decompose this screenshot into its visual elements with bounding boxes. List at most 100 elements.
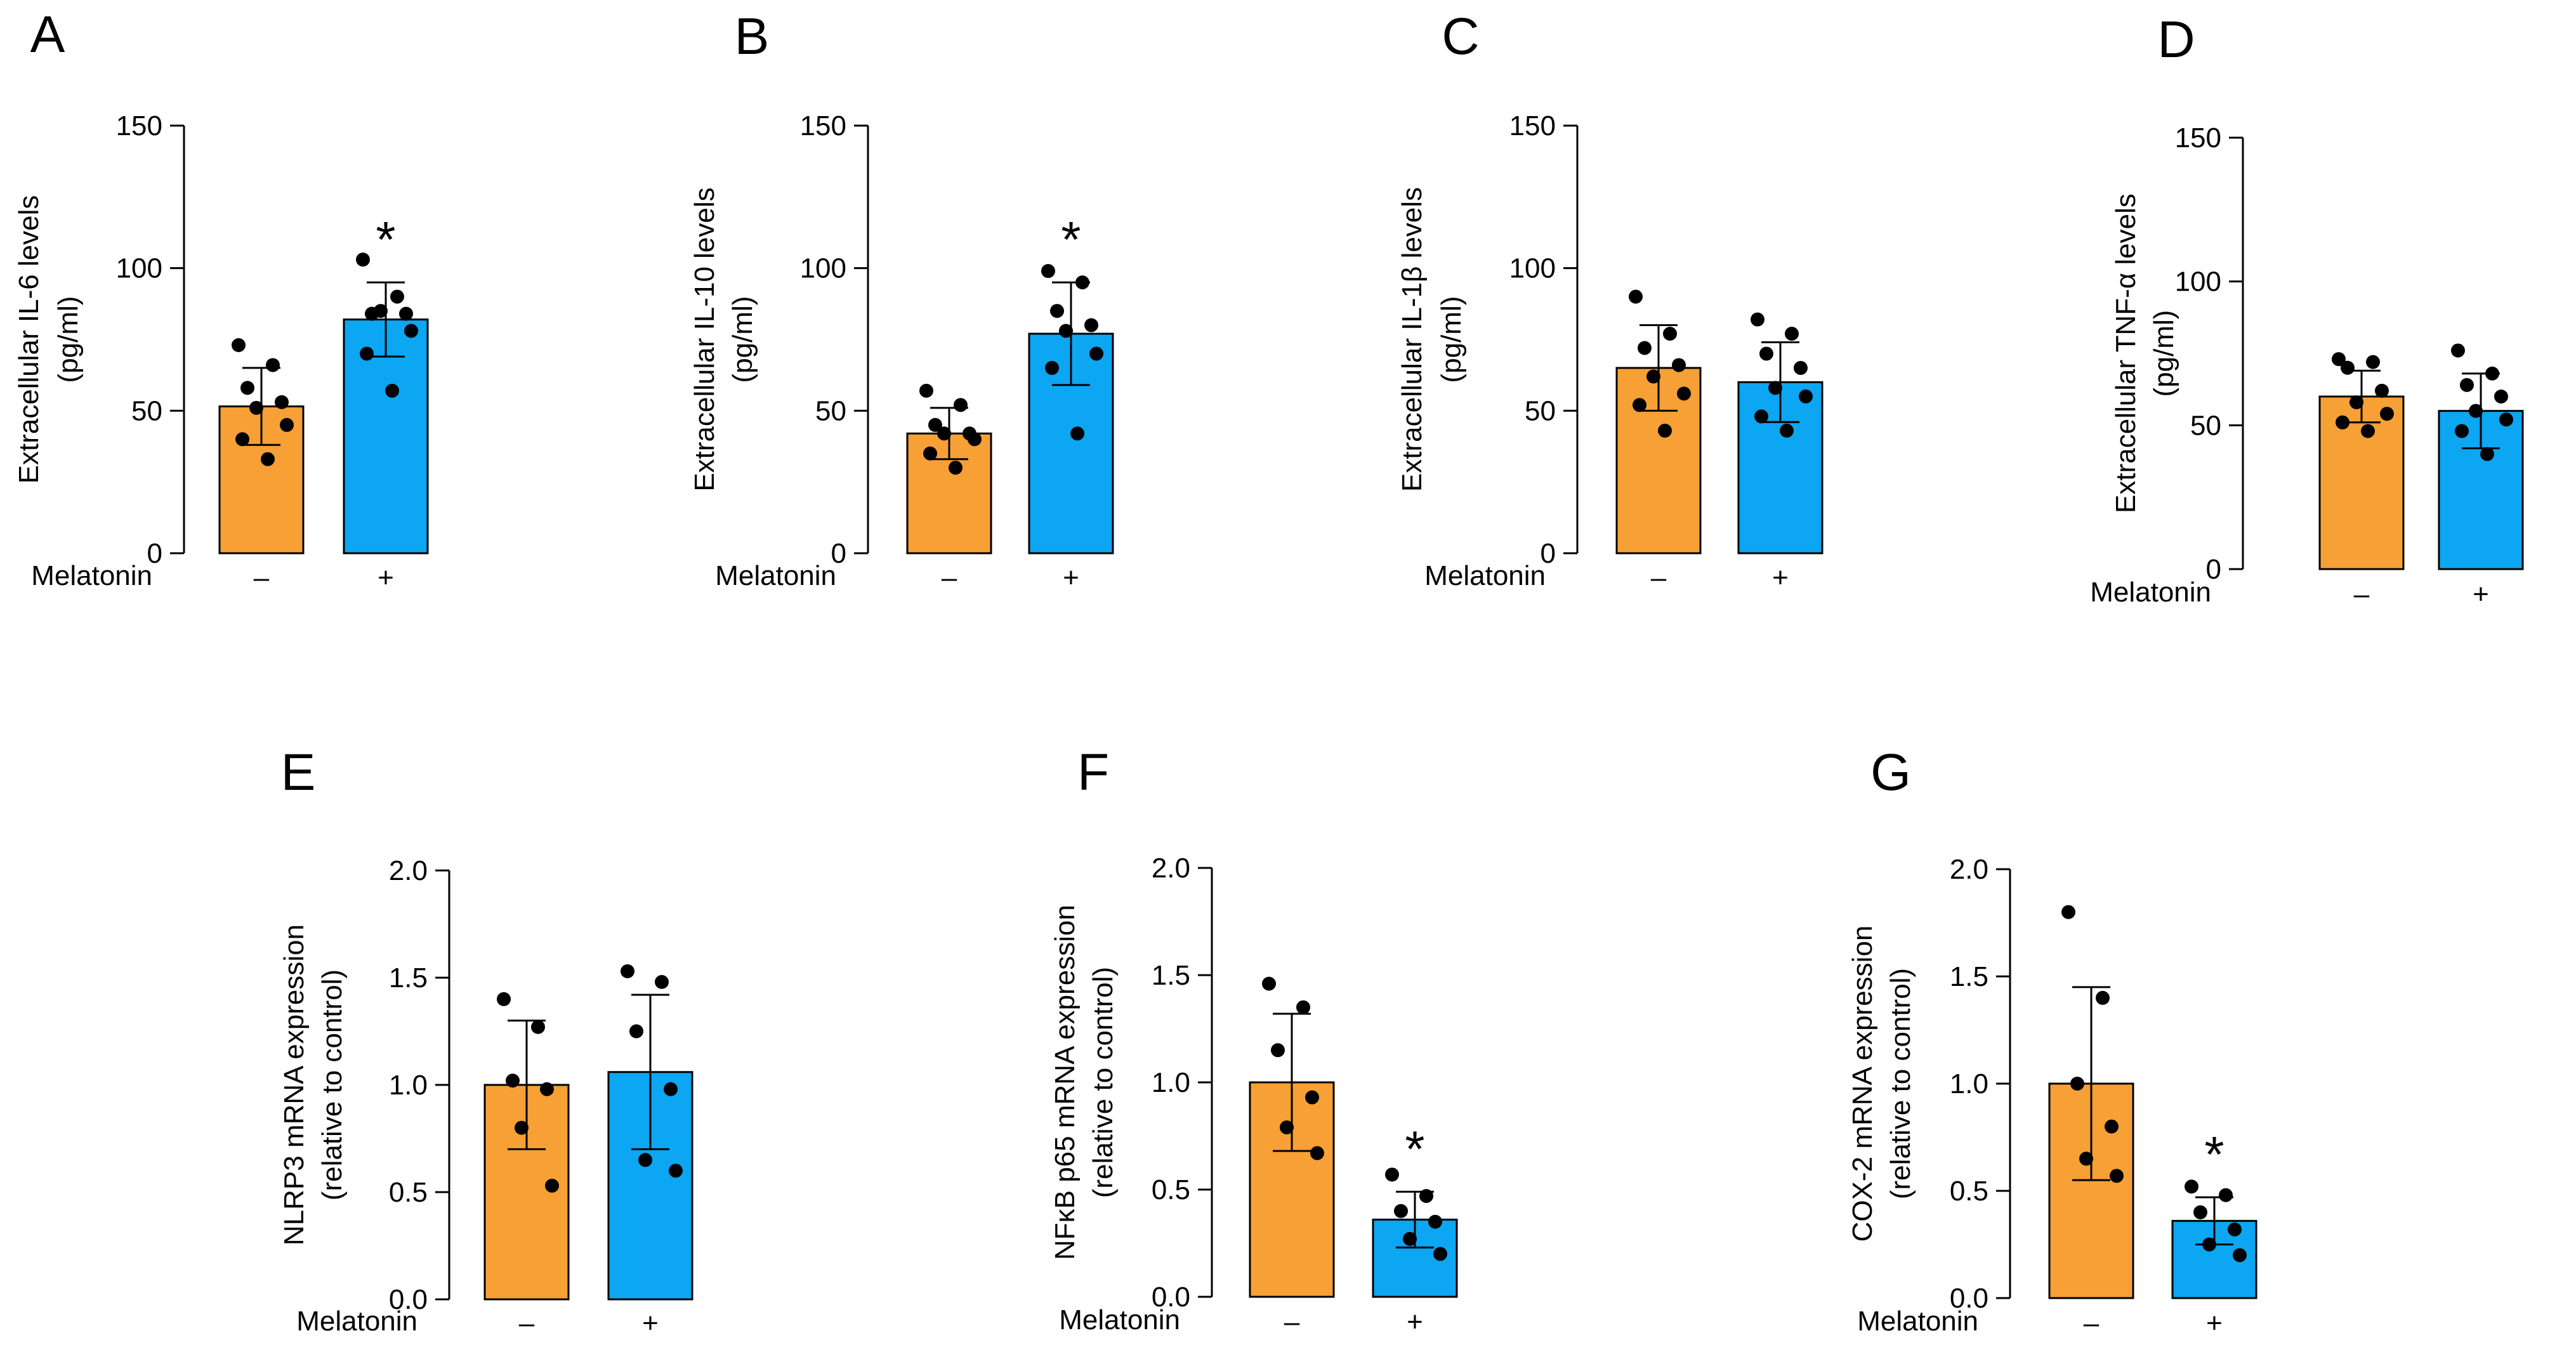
panel-c-data-point xyxy=(1633,398,1646,412)
panel-g-y-tick-label: 0.0 xyxy=(1950,1283,1988,1314)
panel-f-group-label: + xyxy=(1407,1306,1423,1337)
panel-b-data-point xyxy=(919,383,933,398)
panel-a-group-label: + xyxy=(378,562,394,593)
panel-b-data-point xyxy=(954,398,968,412)
panel-d-y-tick-label: 100 xyxy=(2175,266,2221,298)
panel-e-data-point xyxy=(545,1178,559,1193)
panel-b-data-point xyxy=(1089,346,1103,361)
panel-g-data-point xyxy=(2193,1205,2207,1219)
panel-e-y-tick-label: 0.5 xyxy=(389,1177,428,1208)
panel-g-data-point xyxy=(2233,1248,2247,1263)
panel-d-letter: D xyxy=(2157,11,2195,69)
panel-d-y-tick-label: 0 xyxy=(2206,554,2221,585)
panel-g-data-point xyxy=(2070,1077,2084,1091)
panel-f-y-tick-label: 0.0 xyxy=(1152,1282,1190,1313)
panel-f-data-point xyxy=(1280,1120,1294,1134)
panel-b-data-point xyxy=(1084,318,1098,332)
panel-e-data-point xyxy=(629,1024,643,1039)
panel-d-data-point xyxy=(2485,366,2499,381)
panel-f-y-axis-label: NFκB p65 mRNA expression xyxy=(1049,905,1081,1260)
panel-b-data-point xyxy=(1075,275,1089,290)
panel-g-data-point xyxy=(2061,905,2075,919)
panel-d-data-point xyxy=(2499,412,2513,427)
panel-a-y-axis-unit: (pg/ml) xyxy=(53,296,84,383)
panel-a-data-point xyxy=(385,383,399,398)
panel-c-data-point xyxy=(1646,369,1660,384)
panel-b-data-point xyxy=(1059,324,1073,338)
panel-e-group-label: – xyxy=(519,1308,535,1339)
panel-a-data-point xyxy=(399,306,413,321)
panel-f-y-axis-unit: (relative to control) xyxy=(1088,967,1119,1198)
panel-d: D 0 50 100 150 Extracellular TNF-α levels (pg/… xyxy=(2090,11,2524,610)
panel-f-data-point xyxy=(1433,1247,1447,1261)
panel-g-data-point xyxy=(2202,1237,2216,1252)
panel-c-data-point xyxy=(1672,358,1686,372)
panel-b-y-tick-label: 50 xyxy=(815,395,846,426)
panel-g-data-point xyxy=(2219,1188,2233,1202)
panel-c-y-tick-label: 150 xyxy=(1509,110,1556,141)
panel-f-data-point xyxy=(1310,1146,1324,1160)
panel-g-data-point xyxy=(2110,1169,2124,1183)
panel-c-x-label: Melatonin xyxy=(1424,560,1546,591)
panel-f-data-point xyxy=(1428,1214,1442,1229)
panel-a-data-point xyxy=(240,381,254,395)
panel-e-data-point xyxy=(497,992,511,1006)
panel-a-group-label: – xyxy=(254,562,270,593)
panel-g-y-tick-label: 0.5 xyxy=(1950,1176,1988,1207)
panel-d-data-point xyxy=(2451,343,2465,358)
panel-b-y-axis-unit: (pg/ml) xyxy=(727,296,758,383)
panel-a-y-tick-label: 150 xyxy=(116,110,162,141)
panel-e-data-point xyxy=(638,1153,652,1167)
panel-e-y-tick-label: 0.0 xyxy=(389,1284,428,1315)
panel-e-data-point xyxy=(655,975,669,989)
panel-d-data-point xyxy=(2469,404,2483,418)
panel-c-y-tick-label: 0 xyxy=(1541,538,1556,569)
panel-a-data-point xyxy=(374,304,388,318)
panel-c-y-tick-label: 100 xyxy=(1509,253,1556,284)
panel-d-x-label: Melatonin xyxy=(2090,577,2211,608)
panel-d-group-label: – xyxy=(2354,579,2370,610)
panel-c-data-point xyxy=(1759,346,1773,361)
panel-b-letter: B xyxy=(735,8,770,65)
panel-e-data-point xyxy=(669,1164,683,1178)
panel-e-data-point xyxy=(664,1082,678,1096)
panel-c-data-point xyxy=(1780,423,1794,438)
panel-e-data-point xyxy=(506,1073,520,1088)
panel-g-group-label: – xyxy=(2084,1308,2100,1339)
panel-b-data-point xyxy=(1050,304,1064,318)
panel-d-data-point xyxy=(2494,390,2508,404)
panel-c-data-point xyxy=(1658,423,1672,438)
panel-b-data-point xyxy=(923,446,937,461)
panel-e-data-point xyxy=(531,1020,545,1034)
panel-a-letter: A xyxy=(30,6,65,63)
panel-c-data-point xyxy=(1638,341,1652,355)
panel-c-group-label: + xyxy=(1772,562,1789,593)
panel-g-data-point xyxy=(2228,1222,2242,1237)
panel-c-y-tick-label: 50 xyxy=(1525,395,1556,426)
panel-d-y-axis-unit: (pg/ml) xyxy=(2148,310,2179,397)
panel-a-data-point xyxy=(360,346,374,361)
panel-b-data-point xyxy=(1070,426,1084,441)
panel-g-letter: G xyxy=(1870,744,1911,801)
panel-c-y-axis-unit: (pg/ml) xyxy=(1436,296,1467,383)
panel-b-significance-star: * xyxy=(1061,211,1081,268)
panel-c-data-point xyxy=(1794,360,1808,375)
panel-a-data-point xyxy=(266,358,280,372)
panel-d-data-point xyxy=(2455,424,2469,438)
panel-e-group-label: + xyxy=(642,1308,659,1339)
panel-f-data-point xyxy=(1394,1204,1408,1218)
panel-a-y-axis-label: Extracellular IL-6 levels xyxy=(13,195,44,484)
panel-d-data-point xyxy=(2460,377,2474,392)
panel-d-y-tick-label: 50 xyxy=(2190,410,2221,441)
panel-a-data-point xyxy=(249,400,263,415)
panel-f-group-label: – xyxy=(1284,1306,1300,1337)
panel-b-data-point xyxy=(1041,264,1055,279)
panel-g-y-tick-label: 2.0 xyxy=(1950,854,1988,885)
panel-e-y-axis-label: NLRP3 mRNA expression xyxy=(279,924,310,1245)
panel-b-x-label: Melatonin xyxy=(715,560,836,591)
panel-b-y-tick-label: 150 xyxy=(800,110,846,141)
panel-g-data-point xyxy=(2185,1179,2198,1194)
panel-f-data-point xyxy=(1262,976,1276,991)
panel-g-x-label: Melatonin xyxy=(1857,1306,1978,1337)
